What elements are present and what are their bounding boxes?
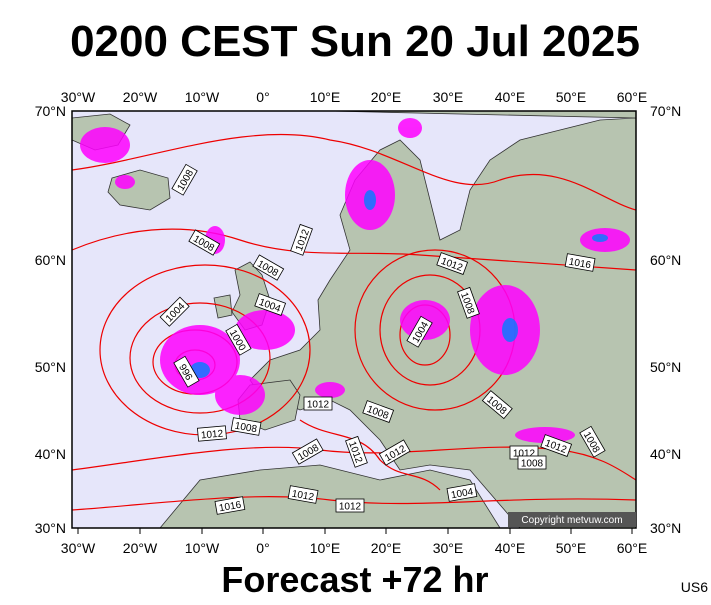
title: 0200 CEST Sun 20 Jul 2025: [70, 17, 640, 66]
isobar-label: 1012: [287, 485, 319, 504]
isobar-label: 1008: [230, 417, 262, 436]
map-frame: [71, 110, 637, 529]
isobar-label-box: [197, 425, 227, 442]
isobar-label-box: [345, 435, 368, 468]
lat-label-right: 70°N: [650, 103, 681, 119]
copyright: Copyright metvuw.com: [521, 515, 622, 526]
isobar-label-box: [446, 483, 478, 502]
isobar-label-text: 1012: [307, 400, 330, 411]
isobar-label-box: [214, 496, 246, 515]
isobar-label-text: 1016: [568, 257, 592, 272]
isobar-label-text: 1008: [521, 459, 544, 470]
isobar-label: 1012: [303, 396, 333, 411]
lat-label-right: 40°N: [650, 446, 681, 462]
isobar-label: 1012: [197, 425, 227, 442]
isobar-label-box: [457, 286, 480, 319]
isobar-label-box: [254, 293, 287, 316]
isobar-label: 1016: [214, 496, 246, 515]
lon-label-bottom: 0°: [256, 540, 269, 556]
isobar-label-box: [291, 438, 324, 465]
lon-label-bottom: 10°W: [185, 540, 220, 556]
isobar-label-box: [159, 296, 190, 327]
isobar-label-text: 1012: [513, 449, 536, 460]
lon-label-top: 20°E: [371, 89, 402, 105]
lon-label-top: 40°E: [495, 89, 526, 105]
isobar-label-text: 1016: [218, 500, 242, 515]
lon-label-bottom: 20°E: [371, 540, 402, 556]
isobar-label-box: [188, 229, 221, 256]
isobar-label-box: [406, 315, 433, 348]
isobar-label-box: [171, 163, 198, 196]
isobar-label-box: [481, 390, 513, 420]
isobar-label-box: [564, 253, 596, 272]
lon-label-bottom: 30°W: [61, 540, 96, 556]
isobar-label-box: [225, 323, 252, 356]
lon-label-top: 60°E: [617, 89, 648, 105]
isobar-label-box: [335, 498, 365, 513]
isobar-label-box: [540, 434, 573, 457]
isobar-label: 1008: [457, 286, 480, 319]
heavy-precipitation: [190, 190, 608, 378]
isobar-label: 1016: [564, 253, 596, 272]
lat-label-left: 60°N: [35, 252, 66, 268]
lon-label-top: 0°: [256, 89, 269, 105]
lon-label-top: 30°E: [433, 89, 464, 105]
lon-label-top: 10°W: [185, 89, 220, 105]
copyright-box: [508, 512, 636, 527]
lat-label-right: 50°N: [650, 359, 681, 375]
isobar-label-box: [287, 485, 319, 504]
isobar-label: 1004: [446, 483, 478, 502]
forecast-label: Forecast +72 hr: [221, 559, 488, 600]
lat-label-left: 70°N: [35, 103, 66, 119]
isobar-label-box: [303, 396, 333, 411]
isobar-label-box: [230, 417, 262, 436]
lon-label-bottom: 50°E: [556, 540, 587, 556]
region-code: US6: [681, 579, 708, 595]
isobar-label-text: 1012: [291, 489, 315, 504]
isobar-label-box: [579, 425, 606, 458]
lon-label-top: 30°W: [61, 89, 96, 105]
isobar-label-box: [252, 254, 285, 281]
axis-labels: 30°W 30°W 20°W 20°W 10°W 10°W 0° 0° 10°E 10°E 20°E…: [35, 89, 682, 556]
isobar-label-text: 1004: [450, 487, 474, 502]
isobar-label-box: [362, 400, 395, 423]
lon-label-bottom: 20°W: [123, 540, 158, 556]
lon-label-bottom: 30°E: [433, 540, 464, 556]
isobar-label-box: [290, 223, 313, 256]
lon-label-bottom: 10°E: [310, 540, 341, 556]
lat-label-right: 60°N: [650, 252, 681, 268]
lat-label-right: 30°N: [650, 520, 681, 536]
lat-label-left: 50°N: [35, 359, 66, 375]
lat-label-left: 40°N: [35, 446, 66, 462]
lon-label-bottom: 60°E: [617, 540, 648, 556]
isobar-label: 1008: [517, 455, 547, 470]
lat-label-left: 30°N: [35, 520, 66, 536]
isobar-label-text: 1008: [234, 421, 258, 436]
lon-label-bottom: 40°E: [495, 540, 526, 556]
isobar-label-box: [378, 439, 411, 466]
isobar-label-text: 1012: [201, 429, 225, 442]
isobar-label: 1012: [335, 498, 365, 513]
isobar-label-box: [436, 252, 469, 275]
isobar-label-box: [173, 355, 200, 388]
lon-label-top: 50°E: [556, 89, 587, 105]
lon-label-top: 10°E: [310, 89, 341, 105]
lon-label-top: 20°W: [123, 89, 158, 105]
isobar-label-text: 1012: [339, 502, 362, 513]
isobar-label-box: [517, 455, 547, 470]
